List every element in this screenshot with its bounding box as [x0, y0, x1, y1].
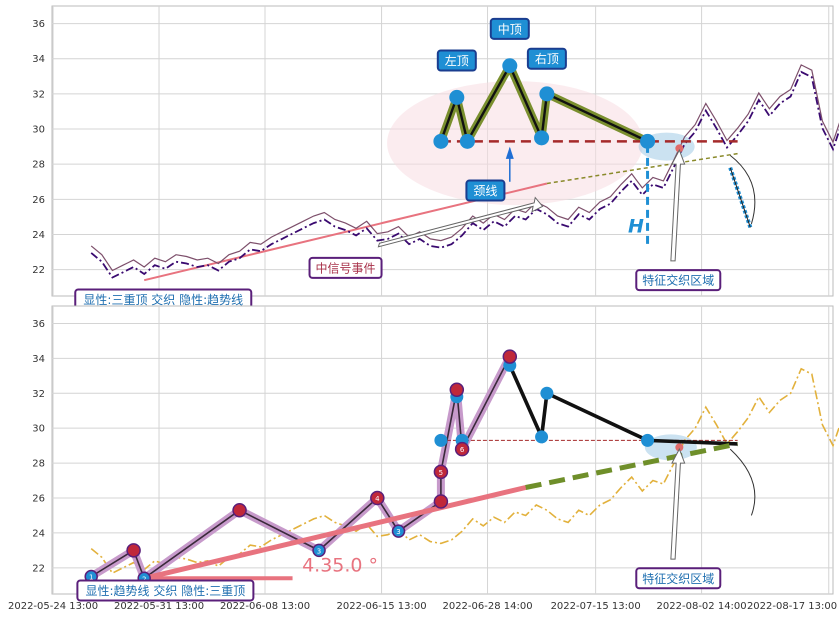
height-label: H [628, 216, 644, 238]
pivot-peak-marker [370, 490, 385, 506]
y-tick-label: 28 [32, 160, 45, 171]
breakout-curve [729, 154, 756, 225]
pattern-summary-label-bg [76, 579, 255, 602]
mid-signal-label: 中信号事件 [308, 256, 383, 279]
x-tick-label: 2022-05-24 13:00 [8, 601, 98, 612]
pattern-pivot-marker [535, 430, 549, 444]
pattern-summary-label-text: 显性:三重顶 交织 隐性:趋势线 [83, 292, 243, 307]
pattern-pivot-marker [502, 58, 518, 74]
x-axis: 2022-05-24 13:00 2022-05-31 13:00 2022-06-… [8, 601, 837, 612]
pivot-peak-marker [232, 502, 247, 518]
pattern-pivot-marker [540, 386, 554, 400]
y-tick-label: 26 [32, 195, 45, 206]
y-tick-label: 30 [32, 424, 45, 435]
numbered-marker-3 [312, 543, 326, 558]
y-tick-label: 34 [32, 54, 45, 65]
marker-number: 3 [317, 547, 321, 555]
trendline-extension [525, 441, 739, 490]
numbered-marker-4 [391, 524, 406, 538]
mid-signal-label-text: 中信号事件 [316, 260, 376, 275]
y-tick-label: 32 [32, 89, 45, 100]
y-tick-label: 22 [32, 265, 45, 276]
zone-label-text: 特征交织区域 [642, 571, 714, 586]
right-top-label-text: 右顶 [535, 51, 559, 66]
right-top-label: 右顶 [526, 47, 567, 70]
y-tick-label: 32 [32, 389, 45, 400]
pattern-pivot-marker [459, 133, 475, 149]
y-tick-label: 30 [32, 125, 45, 136]
price-dashdot-line [90, 367, 839, 575]
middle-top-label-bg [489, 17, 530, 40]
y-tick-label: 24 [32, 528, 45, 539]
pivot-peak-marker [502, 349, 518, 364]
pivot-peak-marker [126, 543, 141, 558]
mid-signal-label-bg [308, 256, 383, 279]
y-tick-label: 26 [32, 494, 45, 505]
trendline [141, 485, 529, 581]
x-tick-label: 2022-06-15 13:00 [337, 601, 427, 612]
event-marker [675, 144, 684, 153]
neckline-arrowhead [505, 146, 514, 159]
marker-number: 3 [396, 528, 400, 536]
x-tick-label: 2022-06-08 13:00 [220, 601, 310, 612]
y-tick-label: 36 [32, 19, 45, 30]
zone-label: 特征交织区域 [635, 567, 722, 590]
y-tick-label: 22 [32, 563, 45, 574]
left-top-label-bg [436, 49, 477, 72]
y-tick-label: 24 [32, 230, 45, 241]
pivot-peak-marker [433, 494, 449, 509]
pattern-pivot-marker [534, 130, 550, 146]
zone-label-bg [635, 567, 722, 590]
top-panel: 22 24 26 28 30 32 34 36 H 颈线 左顶 中顶右顶中信号事件特征交织区域显性:三… [32, 5, 839, 311]
x-tick-label: 2022-06-28 14:00 [442, 601, 532, 612]
marker-number: 2 [142, 575, 146, 583]
marker-number: 5 [439, 469, 443, 477]
neckline-label-text: 颈线 [473, 184, 497, 198]
pivot-peak-marker [433, 464, 449, 480]
zone-arrow [670, 148, 686, 262]
middle-top-label: 中顶 [489, 17, 530, 40]
y-tick-label: 36 [32, 319, 45, 330]
pattern-highlight [387, 81, 644, 206]
left-top-label-text: 左顶 [445, 53, 469, 68]
zone-arrow [670, 447, 686, 560]
mid-signal-arrow [377, 196, 544, 248]
pattern-pivot-marker [449, 89, 465, 105]
pattern-summary-label-text: 显性:趋势线 交织 隐性:三重顶 [86, 583, 246, 598]
marker-number: 1 [89, 574, 93, 582]
pattern-pivot-marker [434, 433, 448, 447]
middle-top-label-text: 中顶 [498, 21, 522, 36]
marker-number: 4 [375, 495, 380, 503]
pivot-peak-marker [454, 441, 470, 457]
event-marker [675, 443, 684, 452]
pivot-peak-marker [449, 382, 465, 398]
left-top-label: 左顶 [436, 49, 477, 72]
right-top-label-bg [526, 47, 567, 70]
zone-label-text: 特征交织区域 [642, 273, 714, 288]
pattern-summary-label: 显性:趋势线 交织 隐性:三重顶 [76, 579, 255, 602]
x-tick-label: 2022-07-15 13:00 [551, 601, 641, 612]
neckline-label: 颈线 [465, 179, 506, 202]
zone-label: 特征交织区域 [635, 269, 722, 292]
trend-angle-label: 4.35.0 ° [302, 554, 378, 576]
marker-number: 6 [460, 446, 465, 454]
pattern-pivot-marker [433, 133, 449, 149]
pattern-pivot-marker [539, 86, 555, 102]
x-tick-label: 2022-08-17 13:00 [747, 601, 837, 612]
y-tick-label: 28 [32, 459, 45, 470]
pattern-pivot-marker [640, 133, 656, 149]
pattern-pivot-marker [641, 433, 655, 447]
y-tick-label: 34 [32, 354, 45, 365]
zone-label-bg [635, 269, 722, 292]
breakout-curve [729, 448, 756, 516]
breakout-target-core [729, 167, 751, 228]
x-tick-label: 2022-08-02 14:00 [657, 601, 747, 612]
x-tick-label: 2022-05-31 13:00 [114, 601, 204, 612]
neckline-label-bg [465, 179, 506, 202]
